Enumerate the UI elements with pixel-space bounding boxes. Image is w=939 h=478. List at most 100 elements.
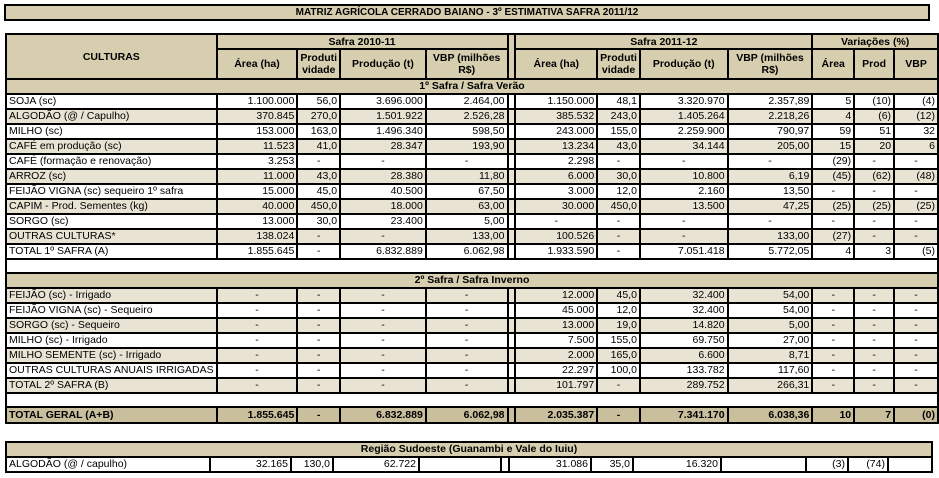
cell-var-area: - <box>811 332 856 349</box>
cell-vbp-2010-11: - <box>424 287 509 304</box>
cell-var-area: 4 <box>811 243 856 260</box>
cell-area-2010-11: - <box>215 287 299 304</box>
cell-var-vbp: (4) <box>893 93 939 110</box>
cell-produtividade-2010-11: 163,0 <box>296 123 342 140</box>
cell-vbp-2010-11: 6.062,98 <box>424 406 509 424</box>
cell-var-prod: - <box>853 317 896 334</box>
cell-produtividade-2011-12: 450,0 <box>596 198 641 215</box>
cell-crop-name: ALGODÃO (@ / Capulho) <box>5 108 218 125</box>
cell-vbp-2010-11: 133,00 <box>424 228 509 245</box>
cell-vbp-2011-12: 47,25 <box>726 198 814 215</box>
section-title: 2º Safra / Safra Inverno <box>5 272 939 289</box>
cell-produtividade-2010-11: - <box>296 332 342 349</box>
cell-produtividade-2011-12: 12,0 <box>596 302 641 319</box>
cell-var-area: (29) <box>811 153 856 170</box>
column-divider <box>506 302 517 319</box>
column-divider <box>506 377 517 394</box>
table-row: OUTRAS CULTURAS ANUAIS IRRIGADAS - - - -22.2… <box>5 362 939 379</box>
cell-var-vbp: 32 <box>893 123 939 140</box>
cell-producao-2010-11: 23.400 <box>339 213 427 230</box>
cell-crop-name: OUTRAS CULTURAS* <box>5 228 218 245</box>
table-row: TOTAL 1º SAFRA (A) 1.855.645-6.832.889 6.0… <box>5 243 939 260</box>
cell-var-prod: (62) <box>853 168 896 185</box>
cell-vbp-2010-11: - <box>424 302 509 319</box>
cell-produtividade-2010-11: - <box>296 287 342 304</box>
region-table: Região Sudoeste (Guanambi e Vale do Iuiu… <box>5 441 933 473</box>
cell-var-prod: - <box>853 362 896 379</box>
cell-producao-2011-12: - <box>638 213 729 230</box>
cell-producao-2010-11: - <box>339 317 427 334</box>
cell-produtividade-2011-12: - <box>596 153 641 170</box>
header-safra-2010-11: Safra 2010-11 <box>215 33 509 50</box>
cell-produtividade-2010-11: - <box>296 377 342 394</box>
cell-var-area: 5 <box>811 93 856 110</box>
cell-var-area: 10 <box>811 406 856 424</box>
cell-vbp-2010-11: - <box>424 153 509 170</box>
table-row: TOTAL 2º SAFRA (B) - - - -101.797-289.752 266… <box>5 377 939 394</box>
cell-var-vbp: (0) <box>893 406 939 424</box>
cell-area-2010-11: 32.165 <box>209 456 292 473</box>
cell-crop-name: MILHO SEMENTE (sc) - Irrigado <box>5 347 218 364</box>
table-row: SORGO (sc) 13.000 30,0 23.400 5,00- - - - - - - <box>5 213 939 230</box>
cell-var-prod: (74) <box>847 456 889 473</box>
cell-area-2010-11: 138.024 <box>215 228 299 245</box>
cell-area-2010-11: - <box>215 302 299 319</box>
cell-var-area: - <box>811 302 856 319</box>
header-var-vbp: VBP <box>893 48 939 80</box>
cell-vbp-2010-11: 67,50 <box>424 183 509 200</box>
cell-crop-name: OUTRAS CULTURAS ANUAIS IRRIGADAS <box>5 362 218 379</box>
cell-producao-2010-11: 3.696.000 <box>339 93 427 110</box>
cell-var-prod: - <box>853 287 896 304</box>
cell-crop-name: FEIJÃO VIGNA (sc) sequeiro 1º safra <box>5 183 218 200</box>
cell-produtividade-2010-11: - <box>296 153 342 170</box>
cell-producao-2011-12: 2.160 <box>638 183 729 200</box>
cell-producao-2011-12: 32.400 <box>638 287 729 304</box>
cell-var-vbp: - <box>893 377 939 394</box>
cell-area-2011-12: - <box>514 213 599 230</box>
cell-produtividade-2010-11: 56,0 <box>296 93 342 110</box>
cell-crop-name: TOTAL GERAL (A+B) <box>5 406 218 424</box>
cell-var-vbp: - <box>893 347 939 364</box>
column-divider <box>506 198 517 215</box>
cell-producao-2011-12: - <box>638 228 729 245</box>
spacer-row <box>5 392 939 408</box>
cell-producao-2010-11: 40.500 <box>339 183 427 200</box>
cell-vbp-2010-11: 6.062,98 <box>424 243 509 260</box>
cell-area-2011-12: 31.086 <box>508 456 592 473</box>
column-divider <box>506 228 517 245</box>
cell-var-area: - <box>811 347 856 364</box>
cell-area-2010-11: 40.000 <box>215 198 299 215</box>
cell-area-2010-11: 370.845 <box>215 108 299 125</box>
column-divider <box>506 287 517 304</box>
cell-vbp-2011-12: 6,19 <box>726 168 814 185</box>
cell-vbp-2011-12: 5,00 <box>726 317 814 334</box>
cell-producao-2011-12: 10.800 <box>638 168 729 185</box>
cell-area-2011-12: 100.526 <box>514 228 599 245</box>
column-divider <box>506 332 517 349</box>
cell-produtividade-2010-11: 450,0 <box>296 198 342 215</box>
cell-area-2010-11: - <box>215 317 299 334</box>
cell-vbp-2010-11: - <box>424 377 509 394</box>
cell-producao-2011-12: - <box>638 153 729 170</box>
cell-vbp-2011-12: 8,71 <box>726 347 814 364</box>
report-title: MATRIZ AGRÍCOLA CERRADO BAIANO - 3º ESTI… <box>4 4 930 21</box>
cell-var-prod: 20 <box>853 138 896 155</box>
cell-area-2010-11: 1.100.000 <box>215 93 299 110</box>
header-producao: Produção (t) <box>339 48 427 80</box>
cell-var-prod: (25) <box>853 198 896 215</box>
cell-producao-2010-11: - <box>339 332 427 349</box>
cell-var-vbp: - <box>893 213 939 230</box>
cell-produtividade-2010-11: 41,0 <box>296 138 342 155</box>
cell-produtividade-2011-12: 155,0 <box>596 332 641 349</box>
header-produtividade: Produti vidade <box>296 48 342 80</box>
cell-var-vbp: - <box>893 302 939 319</box>
table-row: FEIJÃO (sc) - Irrigado - - - -12.000 45,0 32.4… <box>5 287 939 304</box>
cell-var-vbp: (48) <box>893 168 939 185</box>
cell-produtividade-2010-11: 130,0 <box>290 456 334 473</box>
cell-producao-2010-11: - <box>339 153 427 170</box>
cell-producao-2010-11: - <box>339 228 427 245</box>
cell-var-area: - <box>811 287 856 304</box>
cell-var-prod: 3 <box>853 243 896 260</box>
cell-vbp-2010-11: - <box>424 317 509 334</box>
cell-var-prod: - <box>853 332 896 349</box>
